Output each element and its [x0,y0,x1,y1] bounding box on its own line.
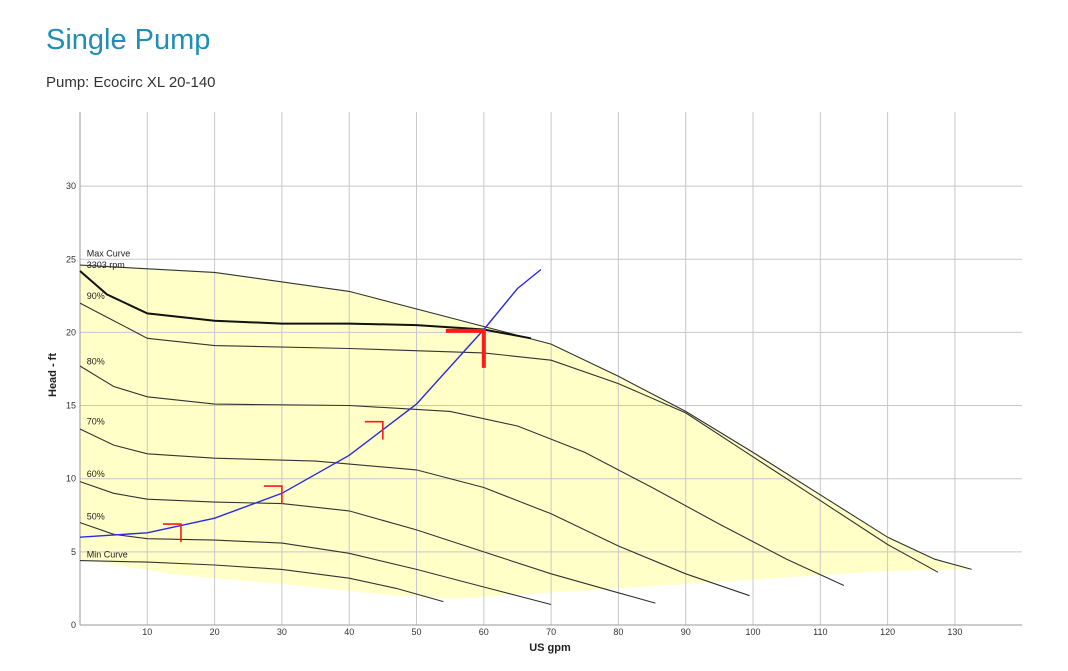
y-tick-label: 20 [66,327,76,337]
curve-label: 70% [87,417,105,427]
curve-label: 50% [87,512,105,522]
operating-point-marker [263,485,283,505]
y-tick-label: 25 [66,254,76,264]
curve-label: 90% [87,291,105,301]
curve-60 [79,481,656,604]
operating-point-marker [445,328,486,368]
operating-envelope [80,265,972,599]
x-tick-label: 110 [813,627,827,637]
x-tick-label: 50 [411,627,421,637]
operating-point-marker [162,523,182,543]
x-axis-title: US gpm [529,642,571,654]
x-tick-label: 40 [344,627,354,637]
curve-label: Min Curve [87,550,128,560]
curve-90 [79,302,939,573]
curve-3303-rpm [79,270,532,340]
curve-label: 3303 rpm [87,260,125,270]
y-tick-label: 15 [66,401,76,411]
pump-subtitle: Pump: Ecocirc XL 20-140 [46,74,216,91]
x-tick-label: 130 [947,627,962,637]
y-axis-title: Head - ft [47,353,59,397]
x-tick-label: 80 [613,627,623,637]
y-tick-label: 0 [71,620,76,630]
system-curve-layer [79,268,542,538]
x-tick-label: 20 [210,627,220,637]
x-tick-label: 100 [745,627,760,637]
curve-label: 60% [87,469,105,479]
system-curve [79,268,542,538]
y-tick-label: 30 [66,181,76,191]
curve-70 [79,428,750,597]
curve-50 [79,522,552,606]
curve-labels: Max Curve 3303 rpm 90% 80% 70% 60% 50% Min Curv… [87,248,131,559]
y-tick-label: 5 [71,547,76,557]
curve-min-curve [79,560,444,603]
x-tick-label: 30 [277,627,287,637]
operating-point-marker [364,420,384,440]
curve-80 [79,365,845,586]
curve-max-curve [79,264,972,570]
x-tick-label: 10 [142,627,152,637]
chart-grid [79,112,1022,626]
x-tick-label: 120 [880,627,895,637]
axis-ticks: 10 20 30 40 50 60 70 80 90 100 110 120 130 0 5 10 15 20 25… [66,181,962,637]
page-title: Single Pump [46,24,211,56]
y-tick-label: 10 [66,474,76,484]
x-tick-label: 60 [479,627,489,637]
curve-label: Max Curve [87,248,131,258]
curve-label: 80% [87,357,105,367]
envelope-fill [80,265,972,599]
x-tick-label: 70 [546,627,556,637]
operating-point-markers [162,328,486,543]
x-tick-label: 90 [681,627,691,637]
pump-curves [79,264,972,606]
